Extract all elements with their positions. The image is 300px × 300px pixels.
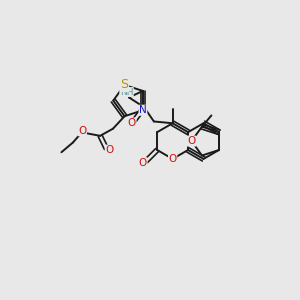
Text: O: O bbox=[128, 118, 136, 128]
Text: O: O bbox=[169, 154, 177, 164]
Text: O: O bbox=[188, 136, 196, 146]
Text: O: O bbox=[139, 158, 147, 168]
Text: O: O bbox=[105, 145, 113, 155]
Text: S: S bbox=[121, 79, 129, 92]
Text: N: N bbox=[139, 105, 147, 115]
Text: NH: NH bbox=[120, 88, 133, 97]
Text: O: O bbox=[78, 126, 86, 136]
